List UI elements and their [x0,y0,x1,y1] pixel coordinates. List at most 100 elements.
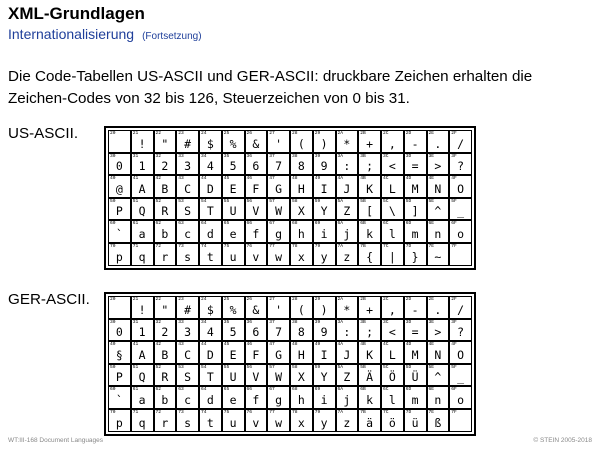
us-ascii-cell: 45 E [221,175,245,198]
us-ascii-cell: 5E ^ [426,197,450,221]
us-ascii-cell: 75 u [221,242,245,266]
ger-ascii-cell: 54 T [199,363,222,387]
char-glyph: T [206,204,214,219]
ger-ascii-cell: 24 $ [199,296,222,319]
char-glyph: _ [457,370,465,385]
us-ascii-cell: 4F O [449,175,472,198]
char-glyph: + [366,302,374,317]
char-glyph: Ü [411,370,419,385]
char-glyph: Ö [388,370,396,385]
ger-ascii-cell: 41 A [130,341,154,364]
ger-ascii-cell: 31 1 [130,318,154,342]
char-code: 5F [451,198,457,204]
char-code: 78 [292,243,298,249]
char-code: 37 [269,319,275,325]
char-code: 2A [337,297,344,302]
ger-ascii-cell: 7C ö [381,408,404,432]
char-glyph: \ [388,204,396,219]
char-code: 53 [178,198,184,204]
char-code: 24 [201,131,207,136]
char-code: 47 [269,342,275,348]
char-glyph: Z [343,204,351,219]
char-code: 2D [405,297,412,302]
char-glyph: # [184,136,192,151]
char-code: 3D [405,153,412,159]
char-glyph: K [366,181,374,196]
char-code: 54 [201,198,207,204]
char-glyph: ? [457,325,465,340]
char-glyph: " [161,136,169,151]
char-glyph: - [411,302,419,317]
char-glyph: M [411,347,419,362]
char-code: 39 [314,319,321,325]
ger-ascii-cell: 59 Y [312,363,336,387]
char-code: 69 [314,387,321,393]
char-glyph: r [161,415,169,430]
char-code: 5E [428,364,435,370]
us-ascii-cell: 47 G [267,175,290,198]
ger-ascii-cell: 4E N [426,341,450,364]
char-glyph: 5 [229,159,237,174]
char-glyph: i [320,226,328,241]
ger-ascii-cell: 38 8 [290,318,313,342]
char-glyph: s [184,415,192,430]
char-code: 5E [428,198,435,204]
ger-ascii-cell: 28( [290,296,313,319]
us-ascii-cell: 42 B [153,175,177,198]
ger-ascii-cell: 50 P [108,363,131,387]
char-code: 6A [337,387,344,393]
us-ascii-cell: 4E N [426,175,450,198]
ger-ascii-cell: 4A J [335,341,359,364]
char-code: 52 [155,198,162,204]
char-code: 34 [201,319,207,325]
us-ascii-cell: 26 & [244,130,268,153]
us-ascii-cell: 7E ~ [426,242,450,266]
us-ascii-cell: 6B k [358,220,381,243]
char-code: 54 [201,364,207,370]
char-code: 75 [223,243,230,249]
char-glyph: 3 [184,159,192,174]
char-glyph: 1 [138,325,146,340]
us-ascii-cell: 78 x [290,242,313,266]
char-code: 5C [383,364,389,370]
char-glyph: F [252,347,260,362]
ger-ascii-cell: 7A z [335,408,359,432]
ger-ascii-cell: 56 V [244,363,268,387]
ger-ascii-cell: 5D Ü [403,363,427,387]
char-glyph: x [297,249,305,264]
char-code: 4D [405,342,412,348]
char-glyph: ~ [434,249,442,264]
char-code: 6E [428,221,435,227]
us-ascii-cell: 20 [108,130,131,153]
ger-ascii-cell: 2B + [358,296,381,319]
char-code: 36 [246,153,253,159]
us-ascii-cell: 50 P [108,197,131,221]
char-glyph: O [457,347,465,362]
char-glyph: c [184,226,192,241]
char-code: 59 [314,364,321,370]
char-code: 4F [451,342,457,348]
ger-ascii-cell: 73 s [176,408,199,432]
char-code: 50 [110,198,116,204]
us-ascii-cell: 61 a [130,220,154,243]
char-code: 3F [451,153,457,159]
char-glyph: ^ [434,204,442,219]
char-glyph: Y [320,370,328,385]
us-ascii-cell: 65 e [221,220,245,243]
char-code: 4C [383,342,389,348]
char-code: 27 [269,131,275,136]
char-glyph: m [411,226,419,241]
char-glyph: % [229,136,237,151]
ger-ascii-cell: 34 4 [199,318,222,342]
char-glyph: P [115,204,123,219]
char-glyph: Q [138,204,146,219]
us-ascii-cell: 71 q [130,242,154,266]
us-ascii-cell: 37 7 [267,152,290,176]
char-glyph: ' [275,136,283,151]
ger-ascii-cell: 22 " [153,296,177,319]
us-ascii-cell: 48 H [290,175,313,198]
char-code: 35 [223,153,230,159]
us-ascii-cell: 43 C [176,175,199,198]
char-code: 51 [132,364,139,370]
ger-ascii-cell: 7B ä [358,408,381,432]
